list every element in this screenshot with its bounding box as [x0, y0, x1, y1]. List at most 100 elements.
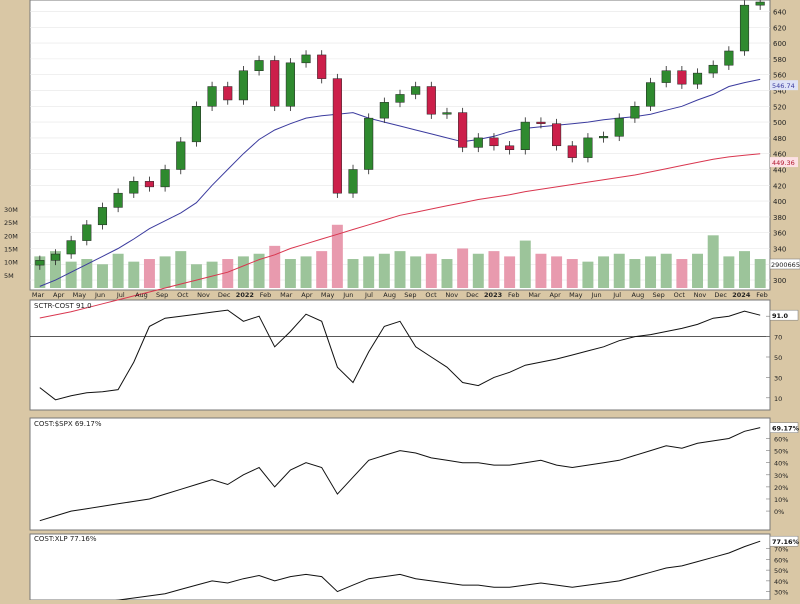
x-tick-label: Aug	[632, 291, 645, 299]
volume-bar	[394, 251, 406, 288]
price-panel	[29, 0, 771, 291]
sma50-line	[39, 78, 761, 287]
x-tick-label: Sep	[156, 291, 168, 299]
volume-bar	[96, 264, 108, 288]
x-tick-label: May	[73, 291, 87, 299]
x-tick-label: Aug	[383, 291, 396, 299]
x-tick-label: Sep	[404, 291, 416, 299]
sma50-flag-bg	[770, 80, 798, 91]
series-path	[39, 427, 761, 522]
price-tick-label: 380	[773, 214, 786, 222]
spx-panel	[29, 417, 771, 531]
volume-flag-bg	[769, 258, 800, 270]
volume-bar	[222, 259, 234, 288]
xlp-panel	[29, 533, 771, 601]
series-path	[86, 540, 761, 604]
volume-bar	[472, 253, 484, 288]
candle-body	[755, 1, 765, 6]
volume-bar	[284, 259, 296, 288]
candle-body	[207, 86, 217, 107]
volume-bar	[331, 224, 343, 288]
candle-body	[176, 141, 186, 170]
axis-tick-label: 0%	[774, 508, 784, 516]
x-tick-label: Mar	[528, 291, 541, 299]
sma50-path	[39, 78, 761, 287]
volume-bar	[237, 256, 249, 288]
x-tick-label: Jul	[116, 291, 125, 299]
x-tick-label: Aug	[135, 291, 148, 299]
candle-body	[614, 117, 624, 137]
x-tick-label: Nov	[445, 291, 458, 299]
axis-tick-label: 20%	[774, 484, 788, 492]
candle-body	[724, 50, 734, 66]
candle-body	[505, 145, 515, 150]
price-tick-label: 340	[773, 245, 786, 253]
price-tick-label: 500	[773, 119, 786, 127]
candle-body	[661, 70, 671, 83]
x-tick-label: Dec	[466, 291, 479, 299]
last-value: 77.16%	[772, 538, 800, 546]
x-tick-label: Oct	[674, 291, 686, 299]
x-tick-label: Nov	[694, 291, 707, 299]
price-tick-label: 640	[773, 8, 786, 16]
candlesticks	[35, 0, 765, 270]
axis-tick-label: 50%	[774, 448, 788, 456]
volume-bar	[190, 264, 202, 288]
volume-bar	[566, 259, 578, 288]
candle-body	[317, 54, 327, 79]
volume-tick-label: 30M	[4, 206, 18, 214]
candle-body	[739, 4, 750, 52]
sctr-panel	[29, 299, 771, 411]
volume-bar	[34, 256, 46, 288]
x-tick-label: Jul	[364, 291, 373, 299]
x-tick-label: Sep	[652, 291, 664, 299]
candle-body	[567, 145, 577, 158]
candle-body	[520, 121, 530, 150]
sma200-line	[39, 153, 761, 319]
volume-bar	[300, 256, 312, 288]
x-tick-label: 2022	[236, 291, 254, 299]
candle-body	[113, 192, 123, 208]
sma200-flag-bg	[770, 157, 798, 168]
volume-flag: 2900665	[771, 261, 800, 269]
x-tick-label: May	[569, 291, 583, 299]
volume-bar	[441, 259, 453, 288]
candle-body	[379, 102, 389, 119]
last-value: 91.0	[772, 312, 789, 320]
price-axis: 3003203403603804004204404604805005205405…	[769, 8, 800, 285]
volume-bar	[613, 253, 625, 288]
candle-body	[395, 94, 405, 103]
candle-body	[238, 70, 248, 101]
volume-bar	[316, 251, 328, 288]
candle-body	[160, 169, 170, 188]
candle-body	[411, 86, 421, 95]
candle-body	[285, 62, 295, 107]
last-value-bg	[769, 309, 799, 321]
candle-body	[630, 106, 640, 119]
candle-body	[708, 64, 718, 74]
axis-tick-label: 30	[774, 374, 782, 382]
candle-body	[442, 112, 452, 115]
price-tick-label: 420	[773, 182, 786, 190]
volume-bar	[159, 256, 171, 288]
candle-body	[254, 60, 264, 71]
candle-body	[426, 86, 436, 115]
volume-tick-label: 25M	[4, 219, 18, 227]
volume-bar	[81, 259, 93, 288]
volume-bar	[707, 235, 719, 288]
price-tick-label: 480	[773, 135, 786, 143]
xlp-label: COST:XLP 77.16%	[34, 535, 97, 543]
axis-tick-label: 40%	[774, 460, 788, 468]
volume-bar	[660, 253, 672, 288]
candle-body	[458, 112, 468, 148]
volume-bars	[34, 224, 766, 288]
x-tick-label: Apr	[550, 291, 562, 299]
sma200-path	[39, 153, 761, 319]
candle-body	[552, 123, 562, 147]
candle-body	[332, 78, 342, 194]
volume-bar	[535, 253, 547, 288]
volume-bar	[253, 253, 265, 288]
price-tick-label: 400	[773, 198, 786, 206]
volume-bar	[378, 253, 390, 288]
